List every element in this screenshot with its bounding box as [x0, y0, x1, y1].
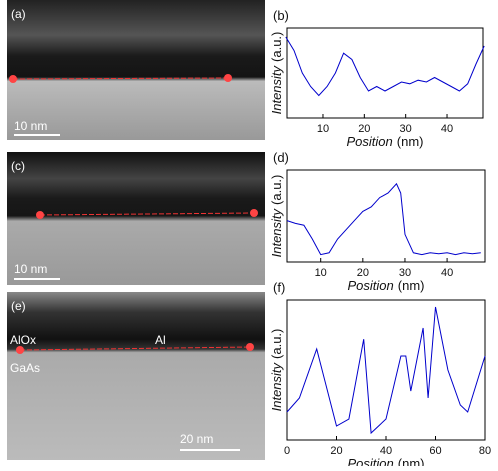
data-line — [286, 182, 481, 256]
x-axis-label-name: Position — [347, 134, 393, 149]
x-tick-label: 40 — [441, 123, 453, 135]
marker — [250, 209, 258, 217]
y-axis-label: Intensity (a.u.) — [269, 329, 284, 412]
x-tick-label: 10 — [317, 123, 329, 135]
panel-label: (f) — [273, 280, 285, 295]
y-axis-label: Intensity (a.u.) — [269, 175, 284, 258]
plot: 0 20 40 60 80 (f) Position (nm) Intensity (a.u.) — [269, 280, 491, 471]
marker — [16, 346, 24, 354]
data-line — [286, 306, 486, 435]
annotation: GaAs — [10, 361, 40, 375]
panel-label: (d) — [273, 150, 289, 165]
x-tick-label: 40 — [441, 267, 453, 279]
plot: 10 20 30 40 (b) Position (nm) Intensity (a.u.) — [269, 8, 485, 149]
y-axis-label-unit: (a.u.) — [269, 329, 284, 359]
x-tick-label: 40 — [380, 445, 392, 457]
y-axis-label-name: Intensity — [269, 207, 284, 257]
annotation: Al — [155, 333, 166, 347]
micrograph — [7, 0, 265, 140]
scale-bar-label: 20 nm — [180, 432, 213, 446]
x-axis-label-unit: (nm) — [398, 278, 425, 293]
x-tick-label: 10 — [315, 267, 327, 279]
x-tick-label: 20 — [357, 267, 369, 279]
x-axis-label: Position (nm) — [347, 134, 424, 149]
y-axis-label-name: Intensity — [269, 361, 284, 411]
panel-e: (e) AlOx Al GaAs 20 nm — [7, 292, 265, 460]
x-axis-label: Position (nm) — [348, 278, 425, 293]
annotation: AlOx — [10, 333, 36, 347]
x-tick-label: 60 — [429, 445, 441, 457]
micrograph — [7, 152, 265, 285]
x-tick-label: 80 — [479, 445, 491, 457]
data-line — [285, 36, 485, 97]
x-axis-label-name: Position — [348, 456, 394, 466]
y-axis-label-name: Intensity — [269, 64, 284, 114]
micrograph — [7, 292, 265, 460]
marker — [36, 211, 44, 219]
y-axis-label: Intensity (a.u.) — [269, 32, 284, 115]
profile-line — [12, 77, 229, 80]
x-axis-label: Position (nm) — [348, 456, 425, 466]
panel-label: (b) — [273, 8, 289, 23]
x-tick-label: 30 — [399, 267, 411, 279]
profile-line — [19, 346, 251, 351]
panel-label: (c) — [11, 159, 25, 173]
marker — [9, 75, 17, 83]
x-tick-label: 20 — [358, 123, 370, 135]
profile-line — [39, 212, 255, 216]
panel-a: (a) 10 nm — [7, 0, 265, 140]
x-axis-label-unit: (nm) — [398, 456, 425, 466]
marker — [224, 74, 232, 82]
panel-label: (e) — [11, 299, 26, 313]
panel-c: (c) 10 nm — [7, 152, 265, 285]
marker — [246, 343, 254, 351]
x-tick-label: 0 — [284, 445, 290, 457]
plot-frame — [286, 27, 484, 119]
x-axis-label-name: Position — [348, 278, 394, 293]
y-axis-label-unit: (a.u.) — [269, 175, 284, 205]
plot-frame — [286, 169, 486, 263]
x-tick-label: 30 — [400, 123, 412, 135]
x-axis-label-unit: (nm) — [397, 134, 424, 149]
scale-bar-label: 10 nm — [14, 119, 47, 133]
x-tick-label: 20 — [330, 445, 342, 457]
y-axis-label-unit: (a.u.) — [269, 32, 284, 62]
panel-label: (a) — [11, 7, 26, 21]
scale-bar-label: 10 nm — [14, 262, 47, 276]
plot: 10 20 30 40 (d) Position (nm) Intensity (a.u.) — [269, 150, 486, 293]
